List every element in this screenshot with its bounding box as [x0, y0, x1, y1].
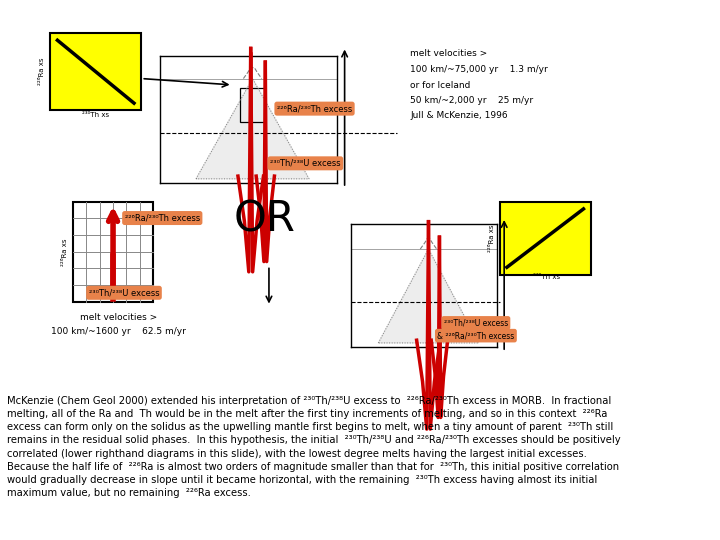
Text: ²³⁰Th xs: ²³⁰Th xs — [534, 274, 561, 280]
Text: correlated (lower righthand diagrams in this slide), with the lowest degree melt: correlated (lower righthand diagrams in … — [7, 449, 588, 458]
Text: excess can form only on the solidus as the upwelling mantle first begins to melt: excess can form only on the solidus as t… — [7, 422, 613, 432]
Text: & ²²⁶Ra/²³⁰Th excess: & ²²⁶Ra/²³⁰Th excess — [437, 331, 515, 340]
Text: ²³⁰Th/²³⁸U excess: ²³⁰Th/²³⁸U excess — [444, 319, 508, 327]
Text: 50 km/~2,000 yr    25 m/yr: 50 km/~2,000 yr 25 m/yr — [410, 96, 534, 105]
Text: McKenzie (Chem Geol 2000) extended his interpretation of ²³⁰Th/²³⁸U excess to  ²: McKenzie (Chem Geol 2000) extended his i… — [7, 396, 611, 406]
Bar — [240, 87, 265, 122]
Text: melting, all of the Ra and  Th would be in the melt after the first tiny increme: melting, all of the Ra and Th would be i… — [7, 409, 608, 419]
Text: 100 km/~1600 yr    62.5 m/yr: 100 km/~1600 yr 62.5 m/yr — [51, 327, 186, 336]
Text: 100 km/~75,000 yr    1.3 m/yr: 100 km/~75,000 yr 1.3 m/yr — [410, 65, 548, 74]
Text: ²³⁰Th xs: ²³⁰Th xs — [82, 112, 109, 118]
Text: ²³⁰Th/²³⁸U excess: ²³⁰Th/²³⁸U excess — [270, 159, 341, 168]
Text: or for Iceland: or for Iceland — [410, 82, 471, 90]
Text: ²³⁰Th/²³⁸U excess: ²³⁰Th/²³⁸U excess — [89, 288, 159, 298]
Bar — [73, 201, 153, 302]
Text: melt velocities >: melt velocities > — [410, 49, 487, 58]
Text: remains in the residual solid phases.  In this hypothesis, the initial  ²³⁰Th/²³: remains in the residual solid phases. In… — [7, 435, 621, 445]
Bar — [500, 201, 591, 274]
Text: would gradually decrease in slope until it became horizontal, with the remaining: would gradually decrease in slope until … — [7, 475, 598, 485]
Polygon shape — [378, 249, 479, 343]
Polygon shape — [196, 78, 309, 179]
Bar — [50, 33, 141, 111]
Text: ²²⁶Ra xs: ²²⁶Ra xs — [62, 238, 68, 266]
Text: melt velocities >: melt velocities > — [80, 313, 157, 322]
Text: Jull & McKenzie, 1996: Jull & McKenzie, 1996 — [410, 111, 508, 119]
Text: ²²⁶Ra xs: ²²⁶Ra xs — [490, 224, 495, 252]
Text: ²²⁶Ra/²³⁰Th excess: ²²⁶Ra/²³⁰Th excess — [277, 104, 352, 113]
Text: ²²⁶Ra xs: ²²⁶Ra xs — [39, 57, 45, 85]
Text: OR: OR — [233, 199, 295, 241]
Text: ²²⁶Ra/²³⁰Th excess: ²²⁶Ra/²³⁰Th excess — [125, 213, 200, 222]
Text: Because the half life of  ²²⁶Ra is almost two orders of magnitude smaller than t: Because the half life of ²²⁶Ra is almost… — [7, 462, 619, 472]
Text: maximum value, but no remaining  ²²⁶Ra excess.: maximum value, but no remaining ²²⁶Ra ex… — [7, 488, 251, 498]
